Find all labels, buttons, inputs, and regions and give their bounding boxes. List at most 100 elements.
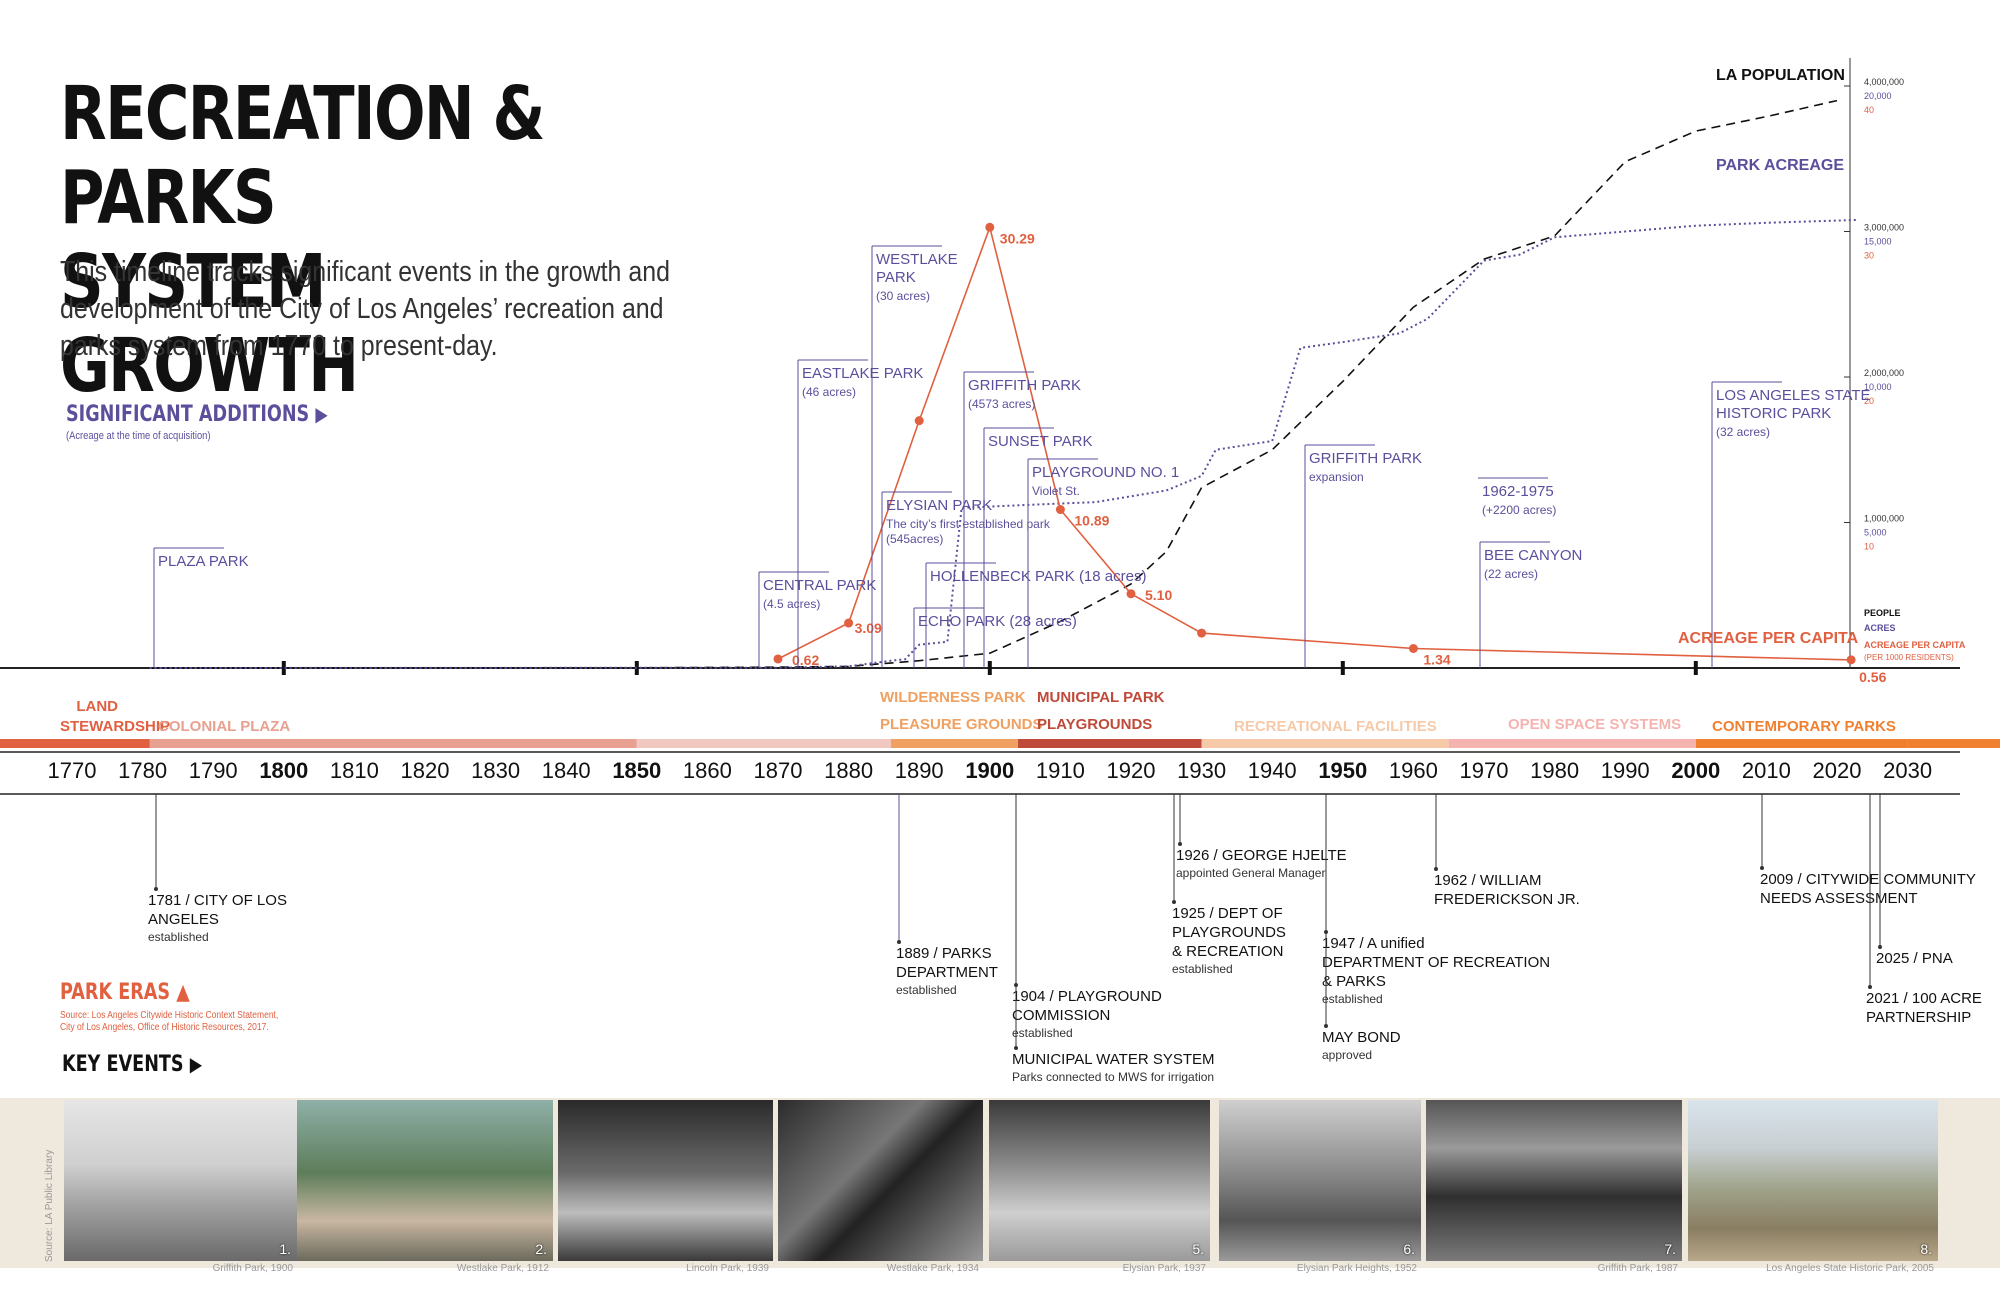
- addition-label: 1962-1975: [1482, 483, 1554, 500]
- baseline-tick-mark: [987, 661, 992, 675]
- per-capita-point: [1408, 644, 1418, 654]
- year-tick-label: 1840: [542, 758, 591, 783]
- era-label: COLONIAL PLAZA: [158, 718, 290, 735]
- photo-number: 5.: [1192, 1241, 1204, 1257]
- year-tick-label: 1880: [824, 758, 873, 783]
- per-capita-point: [914, 416, 924, 426]
- per-capita-data-label: 30.29: [1000, 230, 1035, 246]
- addition-label: HISTORIC PARK: [1716, 405, 1831, 422]
- photo-5: 5.: [989, 1100, 1210, 1261]
- photo-source: Source: LA Public Library: [44, 1149, 55, 1262]
- per-capita-point: [1126, 589, 1136, 599]
- page-title: RECREATION & PARKS SYSTEM GROWTH: [60, 72, 585, 408]
- addition-label: WESTLAKE: [876, 251, 958, 268]
- key-event: 2021 / 100 ACRE PARTNERSHIP: [1866, 794, 1982, 1026]
- event-title: 1925 / DEPT OF: [1172, 905, 1283, 922]
- addition-label-group: 1962-1975 (+2200 acres): [1478, 477, 1556, 517]
- triangle-right-icon: ▶: [189, 1052, 203, 1076]
- event-title: ANGELES: [148, 911, 219, 928]
- acres-axis-name: ACRES: [1864, 623, 1896, 633]
- era-label: LAND: [76, 698, 118, 715]
- title-line-2: SYSTEM GROWTH: [60, 239, 359, 409]
- event-title: MAY BOND: [1322, 1029, 1401, 1046]
- park-acreage-line: [149, 218, 1859, 669]
- photo-caption: Griffith Park, 1900: [212, 1263, 293, 1274]
- key-event: 2009 / CITYWIDE COMMUNITY NEEDS ASSESSMEN…: [1760, 794, 1976, 907]
- photo-4: [778, 1100, 983, 1261]
- key-event: 1925 / DEPT OF PLAYGROUNDS & RECREATION est…: [1172, 794, 1286, 976]
- acres-tick-label: 15,000: [1864, 237, 1892, 247]
- per-capita-axis-unit: (PER 1000 RESIDENTS): [1864, 653, 1954, 662]
- la-population-legend: LA POPULATION: [1716, 67, 1845, 84]
- photo-number: 2.: [535, 1241, 547, 1257]
- photo-number: 8.: [1920, 1241, 1932, 1257]
- addition-label: expansion: [1309, 470, 1364, 484]
- era-label: PLEASURE GROUNDS: [880, 716, 1043, 733]
- per-capita-data-label: 5.10: [1145, 587, 1172, 603]
- event-title: MUNICIPAL WATER SYSTEM: [1012, 1051, 1215, 1068]
- year-tick-label: 1870: [754, 758, 803, 783]
- era-label: PLAYGROUNDS: [1037, 716, 1152, 733]
- era-band-segment: [1907, 739, 2000, 748]
- year-tick-label: 1800: [259, 758, 308, 783]
- era-band-segment: [1448, 739, 1696, 748]
- people-tick-label: 2,000,000: [1864, 368, 1904, 378]
- photo-caption: Lincoln Park, 1939: [686, 1263, 769, 1274]
- title-line-1: RECREATION & PARKS: [60, 71, 545, 241]
- photo-caption: Elysian Park, 1937: [1122, 1263, 1206, 1274]
- addition-label: PLAZA PARK: [158, 553, 249, 570]
- event-title: 2009 / CITYWIDE COMMUNITY: [1760, 871, 1976, 888]
- year-tick-label: 1850: [612, 758, 661, 783]
- per-capita-point: [1846, 655, 1856, 665]
- event-title: 2021 / 100 ACRE: [1866, 990, 1982, 1007]
- baseline-tick-mark: [281, 661, 286, 675]
- per-capita-data-label: 0.62: [792, 652, 819, 668]
- era-band-segment: [0, 739, 150, 748]
- addition-label-group: EASTLAKE PARK (46 acres): [797, 359, 923, 668]
- year-tick-label: 1960: [1389, 758, 1438, 783]
- baseline-tick-mark: [1693, 661, 1698, 675]
- addition-label-group: PLAYGROUND NO. 1 Violet St.: [1027, 458, 1179, 668]
- per-capita-point: [1055, 505, 1065, 515]
- photo-7: 7.: [1426, 1100, 1682, 1261]
- addition-label-group: SUNSET PARK: [983, 427, 1092, 668]
- era-label: WILDERNESS PARK: [880, 689, 1026, 706]
- era-band-segment: [149, 739, 637, 748]
- key-event: 1947 / A unified DEPARTMENT OF RECREATION…: [1322, 794, 1550, 1006]
- year-tick-label: 1790: [189, 758, 238, 783]
- year-tick-label: 1910: [1036, 758, 1085, 783]
- event-title: 1781 / CITY OF LOS: [148, 892, 287, 909]
- era-label: CONTEMPORARY PARKS: [1712, 718, 1896, 735]
- photo-6: 6.: [1219, 1100, 1421, 1261]
- addition-label: EASTLAKE PARK: [802, 365, 923, 382]
- photo-caption: Los Angeles State Historic Park, 2005: [1766, 1263, 1934, 1274]
- photo-2: 2.: [297, 1100, 553, 1261]
- acreage-per-capita-line: [777, 224, 1852, 661]
- event-title: & PARKS: [1322, 973, 1386, 990]
- addition-label: (32 acres): [1716, 425, 1770, 439]
- year-tick-label: 1930: [1177, 758, 1226, 783]
- event-title: DEPARTMENT: [896, 964, 998, 981]
- per-capita-point: [773, 654, 783, 664]
- addition-label-group: PLAZA PARK: [153, 547, 249, 668]
- event-dot: [1178, 842, 1182, 846]
- addition-label: (46 acres): [802, 385, 856, 399]
- event-title: COMMISSION: [1012, 1007, 1110, 1024]
- addition-label: PARK: [876, 269, 916, 286]
- addition-label: Violet St.: [1032, 484, 1080, 498]
- per-capita-tick-label: 10: [1864, 542, 1874, 552]
- addition-label: SUNSET PARK: [988, 433, 1092, 450]
- triangle-up-icon: ▲: [176, 980, 190, 1005]
- event-dot: [1324, 1024, 1328, 1028]
- event-title: 2025 / PNA: [1876, 950, 1953, 967]
- era-label: OPEN SPACE SYSTEMS: [1508, 716, 1681, 733]
- addition-label-group: CENTRAL PARK (4.5 acres): [758, 571, 876, 668]
- event-dot: [1868, 985, 1872, 989]
- photo-number: 1.: [279, 1241, 291, 1257]
- significant-additions-label: SIGNIFICANT ADDITIONS: [66, 402, 310, 427]
- event-title: 1889 / PARKS: [896, 945, 992, 962]
- event-title: NEEDS ASSESSMENT: [1760, 890, 1918, 907]
- key-event: MUNICIPAL WATER SYSTEM Parks connected to…: [1012, 794, 1215, 1084]
- addition-label: The city’s first established park: [886, 517, 1051, 531]
